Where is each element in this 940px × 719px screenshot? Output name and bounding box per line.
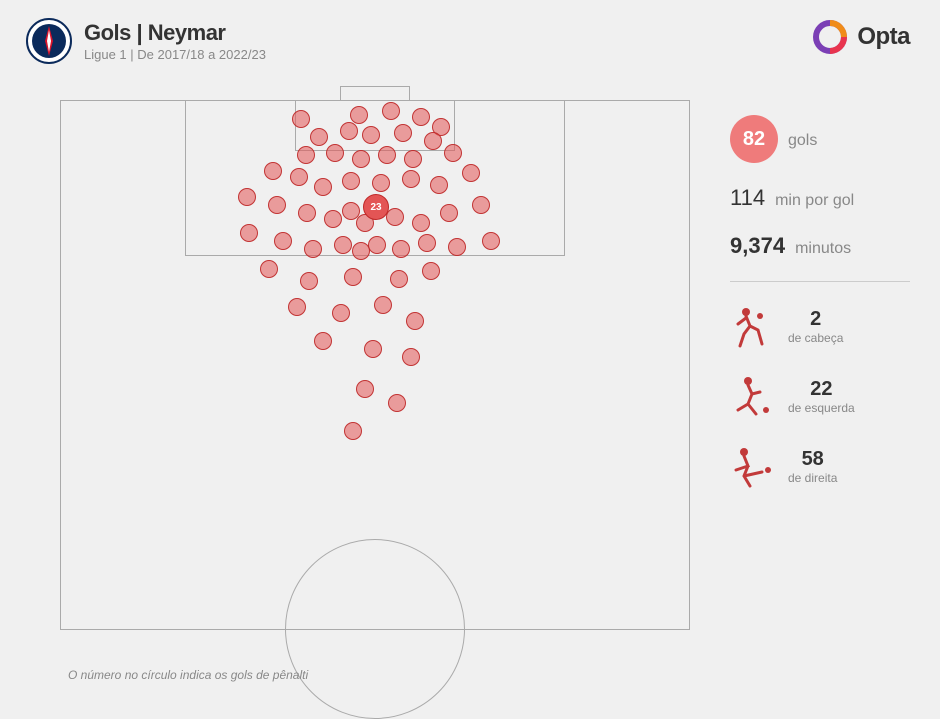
shot-dot bbox=[482, 232, 500, 250]
shot-dot bbox=[362, 126, 380, 144]
shot-dot bbox=[356, 380, 374, 398]
shot-dot bbox=[412, 214, 430, 232]
mpg-label: min por gol bbox=[775, 192, 854, 210]
shot-dot bbox=[344, 422, 362, 440]
shot-dot bbox=[264, 162, 282, 180]
shot-dot bbox=[462, 164, 480, 182]
shot-dot bbox=[352, 150, 370, 168]
shot-dot bbox=[424, 132, 442, 150]
shot-dot bbox=[260, 260, 278, 278]
pitch-chart: 23 O número no círculo indica os gols de… bbox=[60, 100, 690, 650]
brand-logo: Opta bbox=[811, 18, 910, 56]
right-label: de direita bbox=[788, 471, 837, 485]
shot-dot bbox=[290, 168, 308, 186]
left-foot-icon bbox=[730, 374, 774, 418]
shot-dot bbox=[378, 146, 396, 164]
shot-dot bbox=[292, 110, 310, 128]
mpg-value: 114 bbox=[730, 185, 765, 211]
stat-minutes: 9,374 minutos bbox=[730, 233, 910, 259]
shot-dot bbox=[390, 270, 408, 288]
shot-dot bbox=[326, 144, 344, 162]
shot-dot bbox=[274, 232, 292, 250]
shot-dot bbox=[344, 268, 362, 286]
page-subtitle: Ligue 1 | De 2017/18 a 2022/23 bbox=[84, 47, 266, 62]
shot-dot bbox=[332, 304, 350, 322]
shot-dot bbox=[382, 102, 400, 120]
shot-dot bbox=[418, 234, 436, 252]
minutes-value: 9,374 bbox=[730, 233, 785, 259]
shot-dot bbox=[388, 394, 406, 412]
shot-dot bbox=[314, 178, 332, 196]
header-value: 2 bbox=[788, 308, 843, 331]
shot-dot bbox=[342, 172, 360, 190]
pitch: 23 bbox=[60, 100, 690, 630]
shot-dot bbox=[268, 196, 286, 214]
shot-dot bbox=[440, 204, 458, 222]
shot-dot bbox=[300, 272, 318, 290]
breakdown-left: 22 de esquerda bbox=[730, 374, 910, 418]
right-value: 58 bbox=[788, 448, 837, 471]
shot-dot bbox=[404, 150, 422, 168]
shot-dot bbox=[314, 332, 332, 350]
goal-line bbox=[340, 86, 410, 100]
shot-dot bbox=[304, 240, 322, 258]
center-circle bbox=[285, 539, 465, 719]
shot-dot bbox=[448, 238, 466, 256]
d-arc bbox=[305, 256, 445, 302]
stat-mpg: 114 min por gol bbox=[730, 185, 910, 211]
opta-icon bbox=[811, 18, 849, 56]
shot-dot bbox=[238, 188, 256, 206]
shot-dot bbox=[310, 128, 328, 146]
shot-dot bbox=[374, 296, 392, 314]
stat-goals: 82 gols bbox=[730, 115, 910, 163]
shot-dot bbox=[288, 298, 306, 316]
shot-dot bbox=[324, 210, 342, 228]
shot-dot bbox=[444, 144, 462, 162]
shot-dot bbox=[472, 196, 490, 214]
shot-dot bbox=[412, 108, 430, 126]
divider bbox=[730, 281, 910, 282]
shot-dot bbox=[340, 122, 358, 140]
brand-name: Opta bbox=[857, 23, 910, 51]
goals-label: gols bbox=[788, 132, 817, 150]
page-title: Gols | Neymar bbox=[84, 20, 266, 46]
shot-dot bbox=[430, 176, 448, 194]
shot-dot bbox=[422, 262, 440, 280]
stats-sidebar: 82 gols 114 min por gol 9,374 minutos 2 … bbox=[730, 115, 910, 514]
shot-dot bbox=[334, 236, 352, 254]
shot-dot bbox=[406, 312, 424, 330]
psg-badge-icon bbox=[26, 18, 72, 64]
shot-dot bbox=[297, 146, 315, 164]
shot-dot bbox=[372, 174, 390, 192]
right-foot-icon bbox=[730, 444, 774, 488]
shot-dot bbox=[394, 124, 412, 142]
left-value: 22 bbox=[788, 378, 855, 401]
header-label: de cabeça bbox=[788, 331, 843, 345]
breakdown-right: 58 de direita bbox=[730, 444, 910, 488]
goals-badge: 82 bbox=[730, 115, 778, 163]
left-label: de esquerda bbox=[788, 401, 855, 415]
shot-dot bbox=[392, 240, 410, 258]
shot-dot bbox=[240, 224, 258, 242]
shot-dot bbox=[364, 340, 382, 358]
shot-dot bbox=[368, 236, 386, 254]
breakdown-header: 2 de cabeça bbox=[730, 304, 910, 348]
shot-dot bbox=[350, 106, 368, 124]
header-icon bbox=[730, 304, 774, 348]
penalty-dot: 23 bbox=[363, 194, 389, 220]
footnote: O número no círculo indica os gols de pê… bbox=[68, 668, 308, 682]
header: Gols | Neymar Ligue 1 | De 2017/18 a 202… bbox=[26, 18, 266, 64]
shot-dot bbox=[402, 170, 420, 188]
shot-dot bbox=[386, 208, 404, 226]
shot-dot bbox=[402, 348, 420, 366]
shot-dot bbox=[298, 204, 316, 222]
minutes-label: minutos bbox=[795, 240, 851, 258]
